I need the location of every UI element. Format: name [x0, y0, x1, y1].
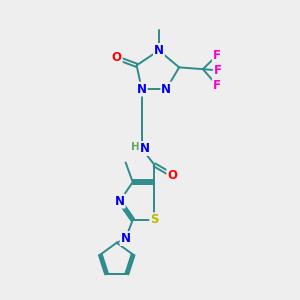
Text: N: N	[161, 82, 171, 96]
Text: N: N	[140, 142, 150, 155]
Text: F: F	[213, 79, 221, 92]
Text: N: N	[137, 82, 147, 96]
Text: S: S	[150, 213, 159, 226]
Text: O: O	[167, 169, 177, 182]
Text: O: O	[112, 51, 122, 64]
Text: F: F	[213, 49, 221, 62]
Text: N: N	[121, 232, 130, 245]
Text: N: N	[115, 195, 125, 208]
Text: F: F	[214, 64, 222, 77]
Text: N: N	[154, 44, 164, 57]
Text: H: H	[131, 142, 140, 152]
